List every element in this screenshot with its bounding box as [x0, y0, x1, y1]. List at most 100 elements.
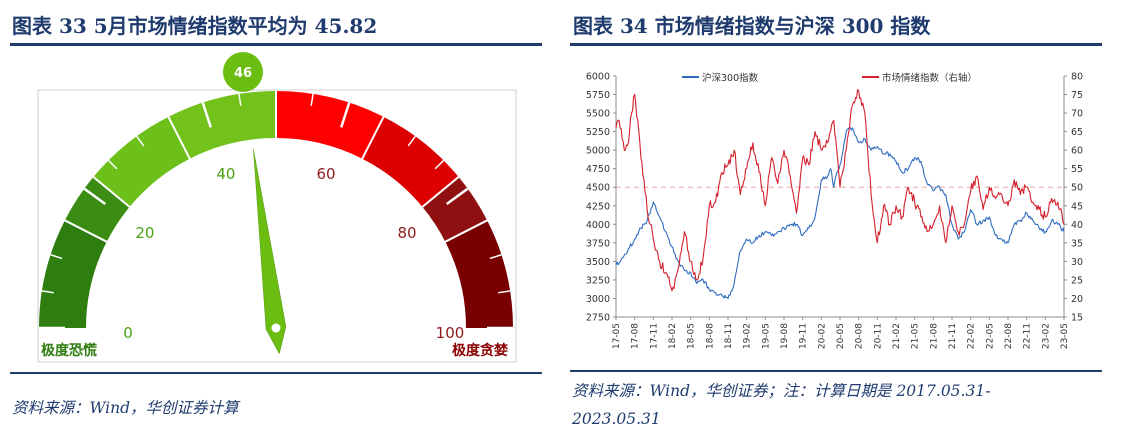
series-line-sentiment	[615, 89, 1065, 292]
x-tick-label: 19-08	[780, 323, 790, 349]
right-y-tick-label: 65	[1071, 127, 1083, 138]
left-y-tick-label: 6000	[586, 72, 610, 83]
x-tick-label: 17-11	[649, 323, 659, 349]
gauge-tick	[498, 290, 511, 294]
right-y-tick-label: 15	[1071, 313, 1083, 324]
x-tick-label: 20-11	[873, 323, 883, 349]
right-y-tick-label: 60	[1071, 146, 1083, 157]
right-source-rule	[570, 370, 1102, 372]
right-y-tick-label: 30	[1071, 257, 1083, 268]
right-y-tick-label: 50	[1071, 183, 1083, 194]
gauge-band-separator	[420, 175, 461, 209]
gauge-band-6	[422, 176, 488, 242]
x-tick-label: 22-02	[967, 323, 977, 349]
x-tick-label: 19-02	[743, 323, 753, 349]
gauge-band-2	[93, 116, 190, 207]
x-tick-label: 21-02	[892, 323, 902, 349]
x-tick-label: 18-08	[705, 323, 715, 349]
x-tick-label: 22-11	[1023, 323, 1033, 349]
x-tick-label: 20-08	[855, 323, 865, 349]
left-y-tick-label: 4750	[586, 164, 610, 175]
gauge-tick	[50, 254, 63, 260]
gauge-tick	[41, 290, 54, 294]
left-y-tick-label: 5250	[586, 127, 610, 138]
right-chart-title: 图表 34 市场情绪指数与沪深 300 指数	[573, 14, 931, 38]
right-y-tick-label: 35	[1071, 238, 1083, 249]
x-tick-label: 19-11	[799, 323, 809, 349]
right-y-tick-label: 70	[1071, 109, 1083, 120]
gauge-needle	[253, 149, 287, 355]
x-tick-label: 22-05	[985, 323, 995, 349]
right-y-tick-label: 55	[1071, 164, 1083, 175]
left-y-tick-label: 4250	[586, 201, 610, 212]
left-chart-title: 图表 33 5月市场情绪指数平均为 45.82	[12, 14, 378, 38]
left-y-tick-label: 3500	[586, 257, 610, 268]
x-tick-label: 21-11	[948, 323, 958, 349]
x-tick-label: 21-08	[929, 323, 939, 349]
x-tick-label: 18-11	[724, 323, 734, 349]
gauge-band-separator	[91, 175, 132, 209]
x-tick-label: 22-08	[1004, 323, 1014, 349]
x-tick-label: 17-05	[612, 323, 622, 349]
gauge-band-3	[168, 91, 276, 159]
gauge-value-label: 46	[234, 66, 252, 81]
right-y-tick-label: 75	[1071, 90, 1083, 101]
x-tick-label: 18-02	[668, 323, 678, 349]
legend-label-csi300: 沪深300指数	[702, 72, 759, 84]
right-title-rule	[570, 43, 1102, 46]
legend-label-sentiment: 市场情绪指数（右轴）	[882, 72, 977, 84]
gauge-tick-label-0: 0	[123, 324, 133, 342]
gauge-tick	[167, 116, 175, 128]
gauge-band-0	[39, 220, 107, 328]
chart-axes: 2750 3000 3250 3500 3750 4000 4250 4500 4750 5000…	[586, 72, 1083, 350]
gauge-tick-label-20: 20	[135, 224, 154, 242]
right-y-tick-label: 20	[1071, 294, 1083, 305]
left-y-tick-label: 3250	[586, 275, 610, 286]
gauge-tick-label-100: 100	[436, 324, 465, 342]
left-source-rule	[10, 372, 542, 374]
gauge-tick	[136, 135, 145, 147]
gauge-tick	[434, 159, 445, 170]
gauge-tick	[445, 187, 469, 205]
right-y-tick-label: 45	[1071, 201, 1083, 212]
x-tick-label: 19-05	[761, 323, 771, 349]
right-source-note-line1: 资料来源：Wind，华创证券；注：计算日期是 2017.05.31-	[572, 382, 991, 400]
gauge-tick	[107, 159, 118, 170]
gauge-tick	[340, 102, 351, 128]
right-y-tick-label: 25	[1071, 275, 1083, 286]
gauge-needle-pivot	[271, 323, 281, 333]
left-y-tick-label: 3000	[586, 294, 610, 305]
left-y-tick-label: 2750	[586, 313, 610, 324]
gauge-tick	[407, 135, 416, 147]
left-y-tick-label: 5500	[586, 109, 610, 120]
gauge-tick	[238, 93, 242, 106]
gauge-tick	[377, 116, 385, 128]
left-y-tick-label: 5000	[586, 146, 610, 157]
gauge-value-bubble	[223, 52, 263, 92]
gauge-tick-label-60: 60	[317, 165, 336, 183]
left-y-tick-label: 4500	[586, 183, 610, 194]
left-y-tick-label: 4000	[586, 220, 610, 231]
gauge-tick-label-80: 80	[398, 224, 417, 242]
left-title-rule	[10, 43, 542, 46]
sentiment-gauge: 0 20 40 60 80 100 46 极度恐慌 极度贪婪	[37, 52, 517, 363]
gauge-tick	[476, 219, 488, 227]
left-y-tick-label: 5750	[586, 90, 610, 101]
x-tick-label: 21-05	[911, 323, 921, 349]
gauge-tick	[83, 187, 107, 205]
chart-series	[615, 89, 1065, 300]
x-tick-label: 23-05	[1060, 323, 1070, 349]
left-y-tick-label: 3750	[586, 238, 610, 249]
right-source-note-line2: 2023.05.31	[572, 410, 661, 428]
gauge-tick	[310, 93, 314, 106]
gauge-band-7	[445, 220, 513, 328]
gauge-tick-marks	[39, 90, 513, 330]
series-line-csi300	[615, 127, 1065, 300]
x-tick-label: 20-02	[817, 323, 827, 349]
left-source-note: 资料来源：Wind，华创证券计算	[12, 399, 239, 417]
gauge-tick-labels: 0 20 40 60 80 100	[123, 165, 464, 342]
gauge-band-4	[276, 91, 384, 159]
right-y-tick-label: 80	[1071, 72, 1083, 83]
x-tick-label: 17-08	[631, 323, 641, 349]
gauge-right-end-label: 极度贪婪	[452, 342, 508, 359]
